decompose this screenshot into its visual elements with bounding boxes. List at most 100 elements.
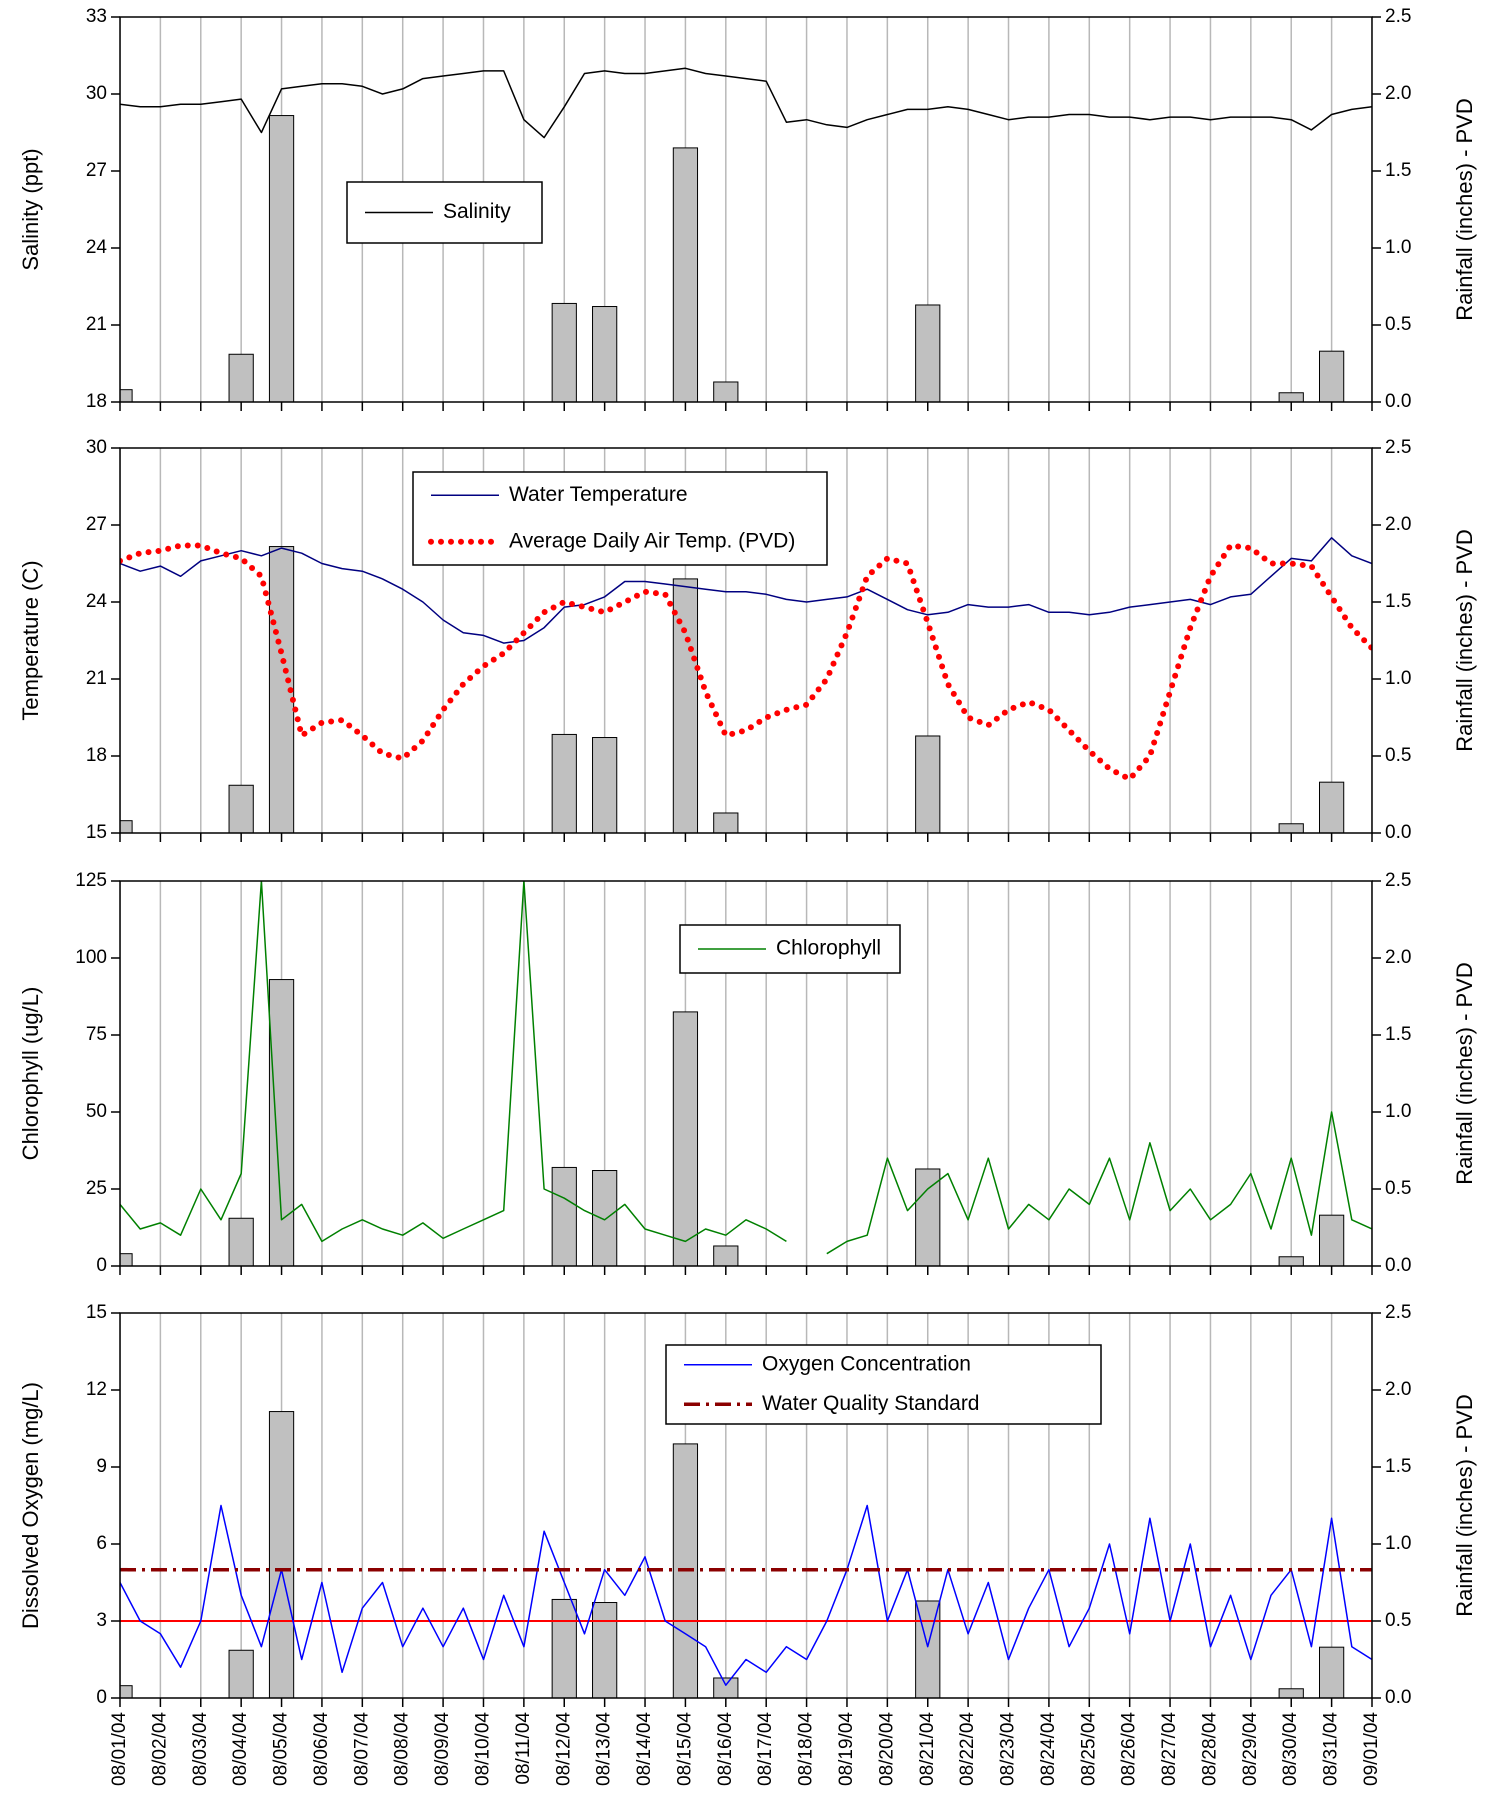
x-tick-label: 08/31/04 (1321, 1712, 1342, 1786)
y-tick-label: 9 (96, 1456, 107, 1477)
y-tick-label: 25 (86, 1178, 107, 1199)
y2-axis-label: Rainfall (inches) - PVD (1452, 1394, 1477, 1617)
rainfall-bar (228, 353, 254, 402)
rainfall-bar (268, 115, 295, 402)
y-tick-label: 100 (75, 947, 107, 968)
y2-tick-label: 1.5 (1385, 1024, 1411, 1045)
y-tick-label: 0 (96, 1255, 107, 1276)
plot-area (120, 17, 1372, 402)
x-tick-label: 08/02/04 (149, 1712, 170, 1786)
x-tick-label: 08/28/04 (1199, 1712, 1220, 1786)
data-line (120, 881, 1372, 1255)
x-tick-label: 08/04/04 (230, 1712, 251, 1786)
data-line (120, 542, 1372, 783)
y-tick-label: 15 (86, 822, 107, 843)
x-tick-label: 08/23/04 (998, 1712, 1019, 1786)
y-tick-label: 15 (86, 1302, 107, 1323)
y2-tick-label: 2.0 (1385, 1379, 1411, 1400)
legend-label: Water Quality Standard (762, 1392, 980, 1415)
rainfall-bar (1318, 781, 1345, 833)
rainfall-bar (551, 733, 577, 833)
y2-tick-label: 0.0 (1385, 1687, 1411, 1708)
legend-box (412, 471, 828, 566)
y-tick-label: 12 (86, 1379, 107, 1400)
y2-tick-label: 1.0 (1385, 1101, 1411, 1122)
rainfall-bar (268, 1411, 295, 1698)
y2-tick-label: 2.5 (1385, 6, 1411, 27)
y2-tick-label: 1.5 (1385, 160, 1411, 181)
rainfall-bar (1278, 392, 1304, 402)
rainfall-bar (915, 304, 941, 402)
y-tick-label: 27 (86, 514, 107, 535)
rainfall-bar (592, 737, 618, 833)
x-tick-label: 08/18/04 (796, 1712, 817, 1786)
x-tick-label: 08/08/04 (392, 1712, 413, 1786)
plot-frame (119, 447, 1373, 834)
rainfall-bar (228, 784, 254, 833)
legend-label: Salinity (443, 200, 511, 223)
plot-frame (119, 16, 1373, 403)
y2-tick-label: 0.5 (1385, 314, 1411, 335)
y2-tick-label: 2.5 (1385, 1302, 1411, 1323)
x-tick-label: 08/07/04 (351, 1712, 372, 1786)
x-tick-label: 09/01/04 (1361, 1712, 1382, 1786)
rainfall-bar (713, 1677, 739, 1698)
y-tick-label: 18 (86, 745, 107, 766)
data-line (120, 67, 1372, 139)
y2-tick-label: 0.0 (1385, 391, 1411, 412)
y-axis-label: Chlorophyll (ug/L) (18, 987, 43, 1161)
x-tick-label: 08/21/04 (917, 1712, 938, 1786)
rainfall-bar (713, 1245, 739, 1266)
y-tick-label: 21 (86, 668, 107, 689)
x-tick-label: 08/17/04 (755, 1712, 776, 1786)
rainfall-bar (228, 1649, 254, 1698)
y-tick-label: 27 (86, 160, 107, 181)
y2-tick-label: 2.5 (1385, 437, 1411, 458)
rainfall-bar (551, 302, 577, 402)
rainfall-bar (672, 578, 699, 833)
y-tick-label: 24 (86, 237, 108, 258)
x-tick-label: 08/19/04 (836, 1712, 857, 1786)
y2-tick-label: 2.0 (1385, 83, 1411, 104)
data-line (120, 1504, 1372, 1686)
y-tick-label: 0 (96, 1687, 107, 1708)
plot-frame (119, 880, 1373, 1267)
rainfall-bar (551, 1598, 577, 1698)
y2-axis-label: Rainfall (inches) - PVD (1452, 98, 1477, 321)
x-tick-label: 08/05/04 (271, 1712, 292, 1786)
y-tick-label: 30 (86, 83, 107, 104)
y-tick-label: 75 (86, 1024, 107, 1045)
y-tick-label: 6 (96, 1533, 107, 1554)
x-tick-label: 08/27/04 (1159, 1712, 1180, 1786)
y2-axis-label: Rainfall (inches) - PVD (1452, 529, 1477, 752)
rainfall-bar (672, 1011, 699, 1266)
y2-tick-label: 1.0 (1385, 668, 1411, 689)
y2-tick-label: 1.5 (1385, 1456, 1411, 1477)
y-tick-label: 24 (86, 591, 108, 612)
x-tick-label: 08/09/04 (432, 1712, 453, 1786)
legend-label: Oxygen Concentration (762, 1352, 971, 1375)
rainfall-bar (228, 1217, 254, 1266)
legend-box (665, 1344, 1102, 1425)
rainfall-bar (713, 381, 739, 402)
rainfall-bar (672, 147, 699, 402)
x-tick-label: 08/01/04 (109, 1712, 130, 1786)
rainfall-bar (592, 1602, 618, 1698)
y2-tick-label: 1.5 (1385, 591, 1411, 612)
x-tick-label: 08/25/04 (1078, 1712, 1099, 1786)
legend-label: Average Daily Air Temp. (PVD) (509, 529, 795, 552)
y-tick-label: 18 (86, 391, 107, 412)
y-tick-label: 33 (86, 6, 107, 27)
rainfall-bar (1318, 1646, 1345, 1698)
y-tick-label: 30 (86, 437, 107, 458)
x-tick-label: 08/20/04 (876, 1712, 897, 1786)
x-tick-label: 08/03/04 (190, 1712, 211, 1786)
y2-tick-label: 0.5 (1385, 1610, 1411, 1631)
x-tick-label: 08/15/04 (674, 1712, 695, 1786)
y-axis-label: Dissolved Oxygen (mg/L) (18, 1382, 43, 1629)
y2-axis-label: Rainfall (inches) - PVD (1452, 962, 1477, 1185)
x-tick-label: 08/06/04 (311, 1712, 332, 1786)
y-tick-label: 50 (86, 1101, 107, 1122)
rainfall-bar (915, 735, 941, 833)
